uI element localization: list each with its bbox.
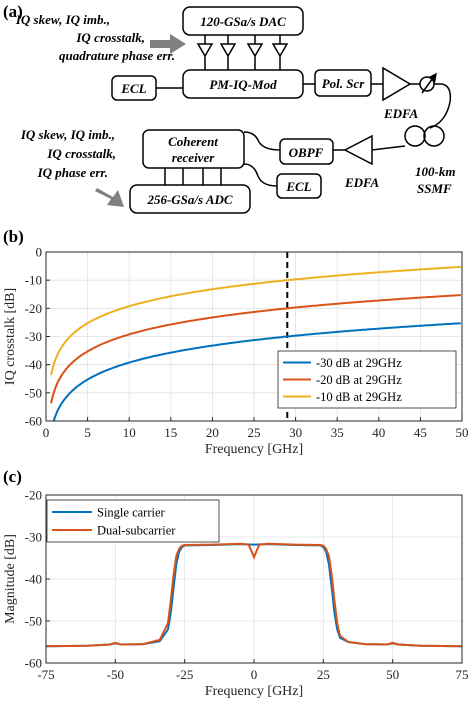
ecl-tx-label: ECL xyxy=(120,81,146,96)
series-line--30-db-at-29ghz xyxy=(52,322,461,421)
x-tick-label: 50 xyxy=(456,425,469,440)
edfa-rx-label: EDFA xyxy=(344,175,380,190)
y-tick-label: -10 xyxy=(25,273,42,288)
y-tick-label: -30 xyxy=(25,329,42,344)
x-tick-label: 0 xyxy=(43,425,50,440)
pm-iq-mod-label: PM-IQ-Mod xyxy=(209,77,277,92)
y-tick-label: -30 xyxy=(25,530,42,545)
x-tick-label: 25 xyxy=(317,667,330,682)
series-line-dual-subcarrier xyxy=(46,542,462,648)
fiber-label-line-2: SSMF xyxy=(417,181,452,196)
panel-b-tag: (b) xyxy=(3,227,24,246)
rx-impairment-line-2: IQ crosstalk, xyxy=(46,146,116,161)
pol-scr-label: Pol. Scr xyxy=(322,76,366,91)
x-axis-title: Frequency [GHz] xyxy=(205,442,303,457)
x-tick-label: -75 xyxy=(37,667,54,682)
obpf-label: OBPF xyxy=(289,145,324,160)
legend-label: -30 dB at 29GHz xyxy=(316,356,402,370)
x-tick-label: 50 xyxy=(386,667,399,682)
x-tick-label: 20 xyxy=(206,425,219,440)
rx-impairment-line-3: IQ phase err. xyxy=(37,165,108,180)
x-tick-label: 15 xyxy=(164,425,177,440)
x-tick-label: 25 xyxy=(248,425,261,440)
edfa-tx-label: EDFA xyxy=(383,106,419,121)
driver-amp-icon xyxy=(196,43,214,58)
y-tick-label: -50 xyxy=(25,614,42,629)
dac-drivers xyxy=(196,35,289,70)
series-line--20-db-at-29ghz xyxy=(50,294,461,404)
legend-label: -20 dB at 29GHz xyxy=(316,373,402,387)
legend-box xyxy=(46,499,220,543)
tx-impairment-line-1: IQ skew, IQ imb., xyxy=(15,12,110,27)
legend-label: -10 dB at 29GHz xyxy=(316,390,402,404)
x-tick-label: 75 xyxy=(456,667,469,682)
edfa-tx-amp-icon xyxy=(382,66,412,102)
coherent-receiver-line-2: receiver xyxy=(172,150,216,165)
y-tick-label: -20 xyxy=(25,301,42,316)
ssmf-fiber-spool-icon xyxy=(404,125,445,147)
tx-impairment-line-3: quadrature phase err. xyxy=(59,48,175,63)
coherent-receiver-box xyxy=(142,129,245,169)
y-tick-label: 0 xyxy=(36,245,43,260)
series-group xyxy=(50,265,461,421)
tx-impairment-line-2: IQ crosstalk, xyxy=(75,30,145,45)
y-tick-label: -60 xyxy=(25,656,42,671)
legend-label: Single carrier xyxy=(97,506,166,520)
pol-scr-box xyxy=(314,69,372,97)
x-tick-label: -50 xyxy=(107,667,124,682)
coherent-receiver-line-1: Coherent xyxy=(168,134,218,149)
x-tick-label: 35 xyxy=(331,425,344,440)
x-tick-label: 45 xyxy=(414,425,427,440)
y-axis-title: Magnitude [dB] xyxy=(3,534,18,624)
y-tick-label: -40 xyxy=(25,357,42,372)
ecl-rx-label: ECL xyxy=(285,179,311,194)
panel-a-tag: (a) xyxy=(3,2,23,21)
series-group xyxy=(46,542,462,648)
driver-amp-icon xyxy=(246,43,264,58)
driver-amp-icon xyxy=(271,43,289,58)
x-axis-title: Frequency [GHz] xyxy=(205,684,303,699)
iq-crosstalk-chart: 0 5 10 15 20 25 30 35 40 45 50 0 -10 -20 -30 -40 -50 -60 F… xyxy=(3,245,469,458)
series-line--10-db-at-29ghz xyxy=(50,265,461,376)
legend-label: Dual-subcarrier xyxy=(97,524,176,538)
driver-amp-icon xyxy=(219,43,237,58)
rx-impairment-arrow-icon xyxy=(95,188,124,207)
x-tick-label: 30 xyxy=(289,425,302,440)
fiber-label-line-1: 100-km xyxy=(415,164,455,179)
edfa-rx-amp-icon xyxy=(343,134,373,166)
y-tick-label: -50 xyxy=(25,385,42,400)
x-tick-label: 5 xyxy=(84,425,91,440)
y-tick-label: -60 xyxy=(25,414,42,429)
tx-impairment-arrow-icon xyxy=(150,34,186,54)
x-tick-label: 0 xyxy=(251,667,258,682)
x-tick-label: 10 xyxy=(123,425,136,440)
obpf-box xyxy=(279,138,334,165)
dac-label: 120-GSa/s DAC xyxy=(200,14,286,29)
panel-c-tag: (c) xyxy=(3,467,22,486)
dac-box xyxy=(182,6,304,36)
magnitude-spectrum-chart: -75 -50 -25 0 25 50 75 -20 -30 -40 -50 -60 Frequency… xyxy=(3,488,469,700)
rx-impairment-line-1: IQ skew, IQ imb., xyxy=(20,127,115,142)
y-axis-title: IQ crosstalk [dB] xyxy=(3,288,18,385)
x-tick-label: 40 xyxy=(372,425,385,440)
x-tick-label: -25 xyxy=(176,667,193,682)
y-tick-label: -40 xyxy=(25,572,42,587)
adc-box xyxy=(129,184,251,214)
y-tick-label: -20 xyxy=(25,488,42,503)
adc-label: 256-GSa/s ADC xyxy=(146,192,232,207)
panel-a-setup-diagram: (a) IQ skew, IQ imb., IQ crosstalk, quad… xyxy=(3,2,455,214)
